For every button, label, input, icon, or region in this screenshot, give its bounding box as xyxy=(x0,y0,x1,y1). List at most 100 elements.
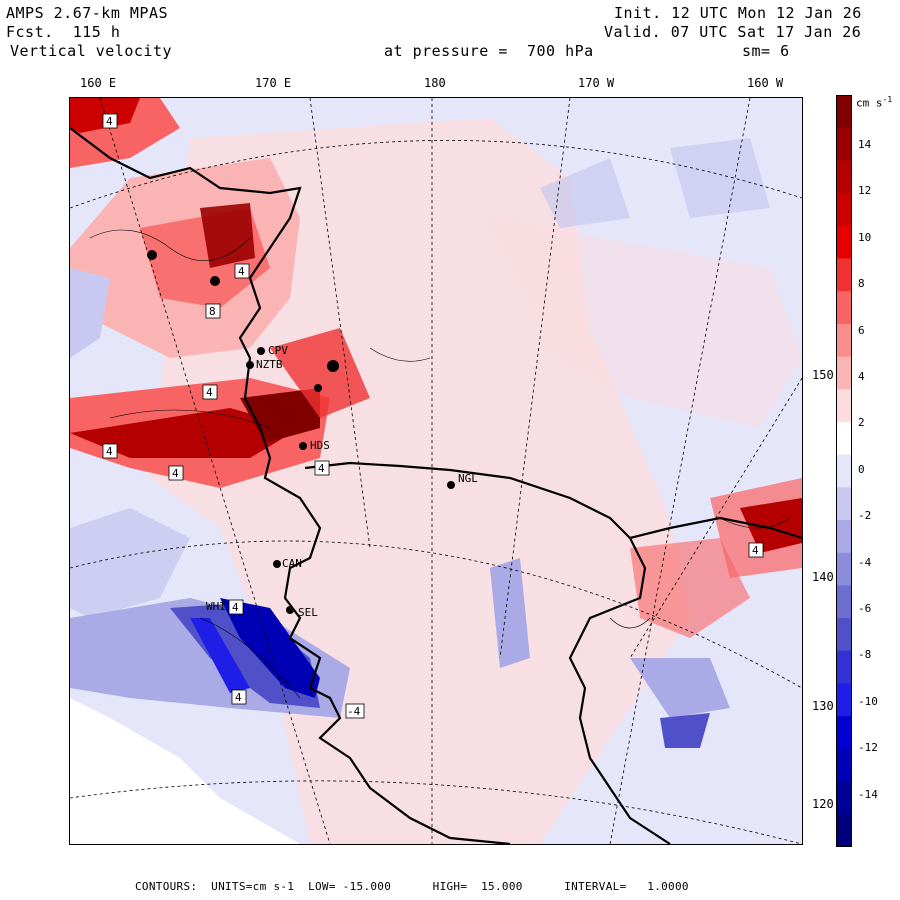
vertical-velocity-map: CPV NZTB HDS NGL CAN WHI SEL 4 4 8 4 4 4… xyxy=(69,97,803,845)
station-label-whi: WHI xyxy=(206,600,226,613)
colorbar-segment xyxy=(836,225,852,259)
lon-label-160w: 160 W xyxy=(747,76,784,90)
colorbar-tick-label: -8 xyxy=(858,648,872,662)
lon-label-170e: 170 E xyxy=(255,76,292,90)
contour-5 xyxy=(369,347,431,362)
colorbar-segment xyxy=(836,389,852,423)
colorbar-segment xyxy=(836,421,852,456)
meridian-170e xyxy=(99,98,331,844)
colorbar-segment xyxy=(836,683,852,717)
contour-6 xyxy=(609,617,651,629)
station-label-sel: SEL xyxy=(298,606,318,619)
forecast-hour: Fcst. 115 h xyxy=(6,23,121,41)
negative-region-se xyxy=(630,658,730,718)
contour-3 xyxy=(199,617,301,699)
box-markers: 4 4 8 4 4 4 4 4 4 -4 4 xyxy=(102,113,764,719)
station-dot-sel xyxy=(286,606,294,614)
colorbar-tick-label: 0 xyxy=(858,462,865,476)
init-time: Init. 12 UTC Mon 12 Jan 26 xyxy=(614,4,862,22)
colorbar-tick-label: 14 xyxy=(858,138,872,151)
pressure-level: at pressure = 700 hPa xyxy=(384,42,594,60)
colorbar-tick-label: -10 xyxy=(858,694,878,708)
colorbar-segment xyxy=(836,814,852,847)
station-dot-can xyxy=(273,560,281,568)
negative-region-ne xyxy=(670,138,770,218)
station-label-ngl: NGL xyxy=(458,472,478,485)
lon-label-160e: 160 E xyxy=(80,76,117,90)
colorbar-segment xyxy=(836,454,852,488)
box-marker-10 xyxy=(345,703,365,719)
colorbar-tick-label: 2 xyxy=(858,416,865,430)
colorbar-segment xyxy=(836,127,852,161)
negative-streak-ice-shelf xyxy=(490,558,530,668)
colorbar-segment xyxy=(836,193,852,227)
negative-core-se xyxy=(660,713,710,748)
negative-region-west xyxy=(70,268,110,358)
colorbar-tick-label: -6 xyxy=(858,602,872,615)
colorbar-tick-label: 6 xyxy=(858,323,865,337)
box-marker-7 xyxy=(314,460,330,476)
colorbar-segment xyxy=(836,323,852,358)
box-marker-8 xyxy=(228,599,244,615)
box-marker-10-label: -4 xyxy=(347,705,361,718)
colorbar-segment xyxy=(836,781,852,815)
colorbar-segment xyxy=(836,618,852,652)
colorbar-segment xyxy=(836,585,852,619)
box-marker-4 xyxy=(202,384,218,400)
station-dot-large-3 xyxy=(210,276,220,286)
negative-region-north xyxy=(540,158,630,228)
station-dot-hds xyxy=(299,442,307,450)
valid-time: Valid. 07 UTC Sat 17 Jan 26 xyxy=(604,23,862,41)
meridian-170w xyxy=(609,98,751,844)
negative-core-transantarctic-2 xyxy=(190,618,250,693)
colorbar-segment xyxy=(836,520,852,554)
contour-lines xyxy=(89,229,791,699)
map-canvas: CPV NZTB HDS NGL CAN WHI SEL 4 4 8 4 4 4… xyxy=(70,98,802,844)
box-marker-8-label: 4 xyxy=(232,601,239,614)
positive-core-south xyxy=(70,408,300,458)
colorbar-tick-label: -2 xyxy=(858,509,872,523)
station-dot-nztb xyxy=(246,361,254,369)
positive-core-east xyxy=(740,498,802,553)
colorbar-unit: cm s-1 xyxy=(856,95,892,110)
contour-2 xyxy=(109,409,271,429)
coast-ross-ice-shelf xyxy=(304,461,671,844)
positive-core-ross-island xyxy=(270,328,370,418)
contour-info: CONTOURS: UNITS=cm s-1 LOW= -15.000 HIGH… xyxy=(135,880,689,893)
box-marker-3 xyxy=(205,303,221,319)
colorbar-segment xyxy=(836,356,852,390)
box-marker-1-label: 4 xyxy=(106,115,113,128)
lon-label-170w: 170 W xyxy=(578,76,615,90)
colorbar-segment xyxy=(836,95,852,129)
parallel-mid xyxy=(70,540,802,689)
station-dot-large-1 xyxy=(327,360,339,372)
negative-region-west-2 xyxy=(70,508,190,618)
colorbar-tick-label: 10 xyxy=(858,230,872,244)
box-marker-4-label: 4 xyxy=(206,386,213,399)
station-label-nztb: NZTB xyxy=(256,358,283,371)
contour-4 xyxy=(719,517,791,529)
box-marker-9-label: 4 xyxy=(235,691,242,704)
parallel-south xyxy=(70,780,802,844)
negative-core-transantarctic xyxy=(220,598,320,698)
colorbar-segment xyxy=(836,552,852,586)
positive-region-ne xyxy=(490,218,802,428)
colorbar-unit-text: cm s xyxy=(856,96,883,110)
positive-region-marie-byrd xyxy=(630,538,750,638)
box-marker-2 xyxy=(234,263,250,279)
colorbar-tick-label: 4 xyxy=(858,370,865,383)
no-data-region xyxy=(70,698,300,844)
box-marker-5-label: 4 xyxy=(106,445,113,458)
colorbar-tick-label: -12 xyxy=(858,741,878,755)
colorbar-unit-exp: -1 xyxy=(882,95,893,104)
box-marker-3-label: 8 xyxy=(209,305,216,318)
station-dot-small-1 xyxy=(314,384,322,392)
lon-label-180: 180 xyxy=(424,76,446,90)
meridian-175e xyxy=(309,98,371,549)
colorbar-segment xyxy=(836,650,852,685)
colorbar-tick-label: 8 xyxy=(858,277,865,291)
box-marker-1 xyxy=(102,113,118,129)
station-label-hds: HDS xyxy=(310,439,330,452)
box-marker-6 xyxy=(168,465,184,481)
colorbar-tick-label: -14 xyxy=(858,787,878,801)
